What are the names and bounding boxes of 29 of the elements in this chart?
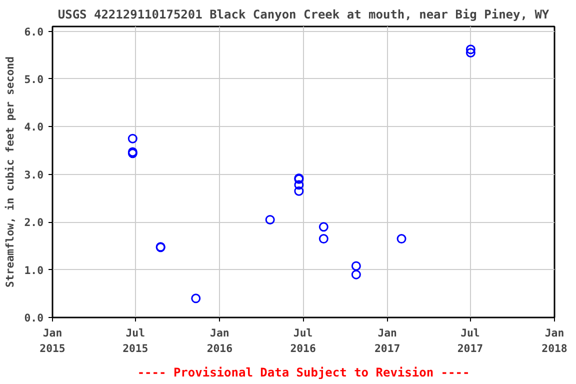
point <box>466 48 476 58</box>
y-tick-label: 1.0 <box>24 264 44 277</box>
point <box>318 222 328 232</box>
point <box>466 44 476 54</box>
y-tick-label: 4.0 <box>24 120 44 134</box>
x-tick-label: Jul 2015 <box>122 326 148 356</box>
y-tick-label: 5.0 <box>24 72 44 86</box>
point <box>396 234 406 244</box>
x-tick-label: Jan 2015 <box>40 326 66 356</box>
x-tick-label: Jan 2017 <box>374 326 400 356</box>
text: ---- Provisional Data Subject to Revision ---- <box>137 366 470 380</box>
point <box>351 261 361 271</box>
point <box>191 294 201 304</box>
x-tick-label: Jan 2018 <box>542 326 568 356</box>
x-tick-label: Jan 2016 <box>206 326 233 356</box>
point <box>294 186 304 196</box>
y-tick-label: 2.0 <box>24 216 44 230</box>
y-tick-label: 0.0 <box>24 312 44 324</box>
point <box>128 134 138 144</box>
x-tick-label: Jul 2016 <box>290 326 316 356</box>
y-axis-title: Streamflow, in cubic feet per second <box>3 56 16 288</box>
point <box>351 270 361 280</box>
x-tick-label: Jul 2017 <box>457 326 484 356</box>
point <box>265 214 275 224</box>
chart-title: USGS 422129110175201 Black Canyon Creek at mouth, near Big Piney, WY <box>58 8 550 22</box>
point <box>318 234 328 244</box>
y-tick-label: 6.0 <box>24 25 44 38</box>
y-tick-label: 3.0 <box>24 168 44 182</box>
point <box>294 180 304 190</box>
